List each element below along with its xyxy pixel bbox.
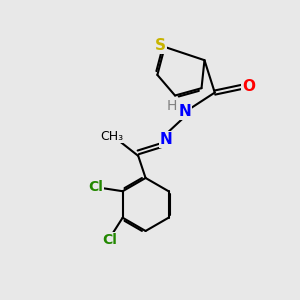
Text: Cl: Cl: [89, 180, 104, 194]
Text: O: O: [242, 79, 255, 94]
Text: S: S: [155, 38, 166, 53]
Text: N: N: [160, 132, 172, 147]
Text: CH₃: CH₃: [101, 130, 124, 143]
Text: N: N: [179, 104, 192, 119]
Text: Cl: Cl: [102, 233, 117, 247]
Text: H: H: [167, 99, 177, 113]
